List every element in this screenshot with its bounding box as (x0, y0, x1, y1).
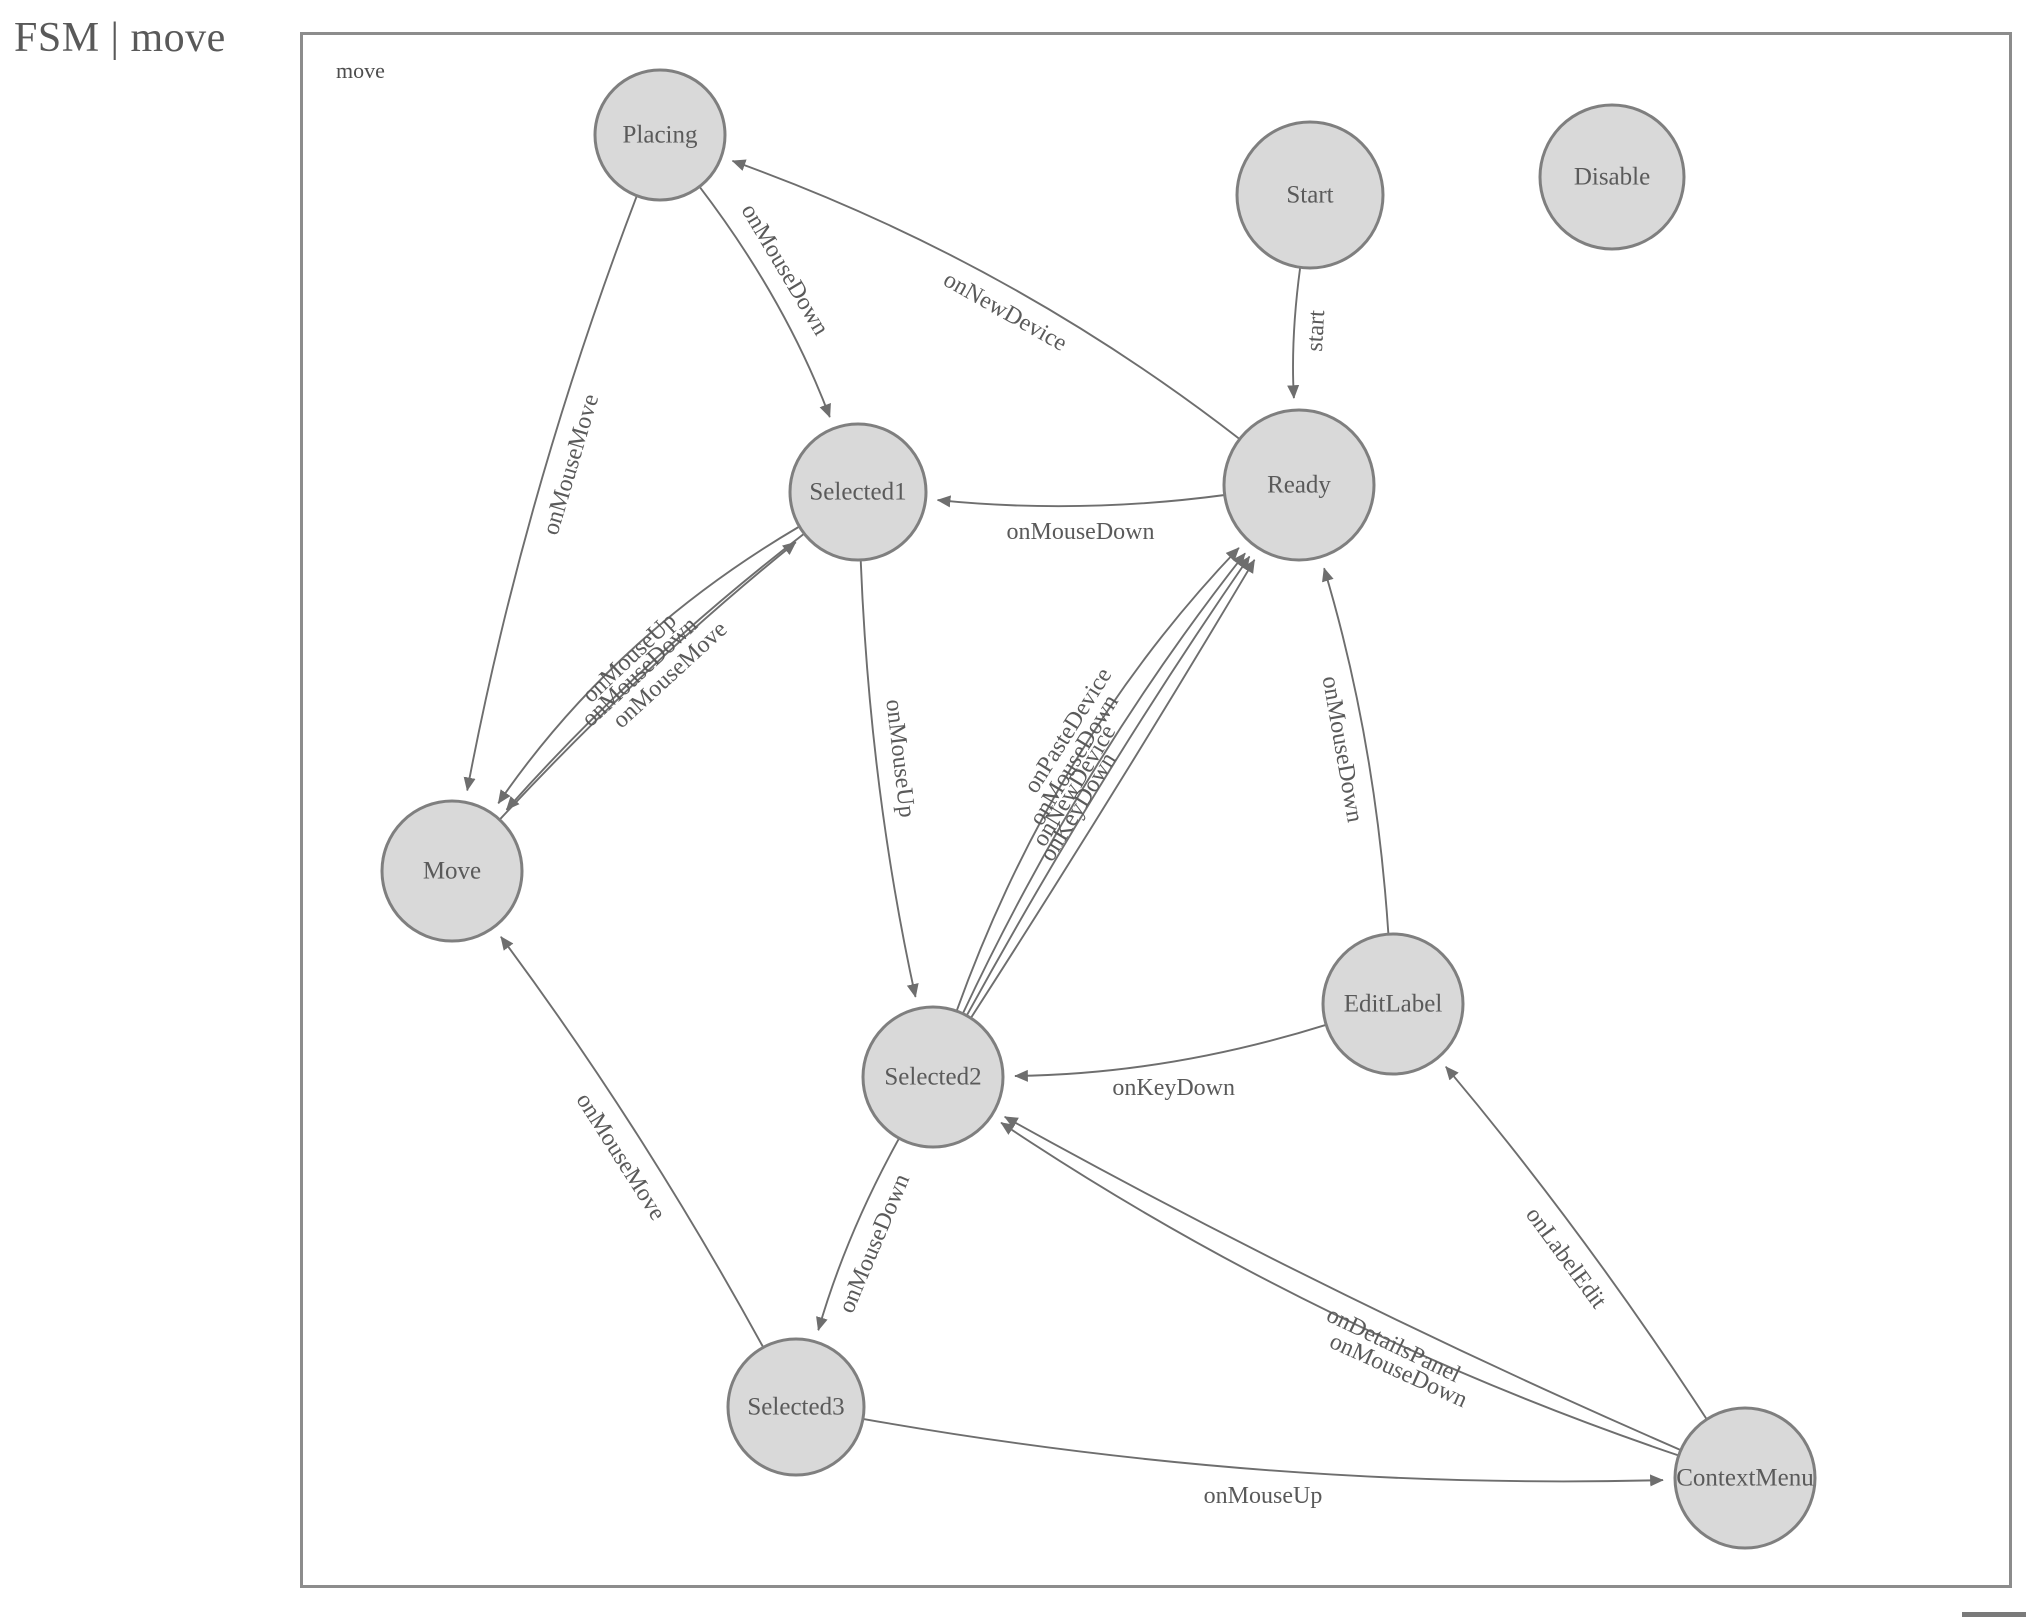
bottom-rule-decoration (1962, 1612, 2026, 1617)
state-node-selected3[interactable]: Selected3 (726, 1337, 866, 1477)
edge-ready-to-selected1 (936, 494, 1225, 508)
edge-label-onMouseDown: onMouseDown (834, 1170, 915, 1316)
edge-contextmenu-to-editlabel (1445, 1066, 1708, 1420)
edge-editlabel-to-ready (1322, 567, 1390, 935)
state-node-move[interactable]: Move (380, 799, 524, 943)
node-label-start: Start (1286, 182, 1333, 209)
node-shape-move[interactable] (380, 799, 524, 943)
state-node-start[interactable]: Start (1235, 120, 1385, 270)
node-label-ready: Ready (1267, 472, 1331, 499)
node-label-move: Move (423, 858, 481, 885)
state-node-selected1[interactable]: Selected1 (788, 422, 928, 562)
edge-label-onMouseDown: onMouseDown (1007, 519, 1155, 545)
edge-contextmenu-to-selected2 (1000, 1121, 1680, 1457)
edge-label-onMouseMove: onMouseMove (538, 391, 604, 538)
edge-placing-to-move (463, 195, 638, 792)
node-label-disable: Disable (1574, 164, 1650, 191)
edge-placing-to-selected1 (698, 186, 831, 418)
diagram-frame (300, 32, 2012, 1588)
node-label-placing: Placing (623, 122, 698, 149)
edge-selected1-to-selected2 (859, 559, 919, 998)
state-node-contextmenu[interactable]: ContextMenu (1673, 1406, 1817, 1550)
node-label-selected1: Selected1 (809, 479, 906, 506)
edge-layer (463, 159, 1708, 1487)
node-layer: Placing Start Disable Selected1 Ready Move Edi… (380, 68, 1817, 1550)
node-shape-start[interactable] (1235, 120, 1385, 270)
state-node-editlabel[interactable]: EditLabel (1321, 932, 1465, 1076)
edge-selected2-to-selected3 (816, 1137, 900, 1331)
cluster-label: move (336, 58, 385, 83)
page-title: FSM | move (14, 15, 226, 61)
edge-label-onKeyDown: onKeyDown (1112, 1075, 1235, 1101)
edge-selected3-to-move (500, 936, 765, 1348)
node-shape-selected3[interactable] (726, 1337, 866, 1477)
node-shape-contextmenu[interactable] (1673, 1406, 1817, 1550)
node-label-editlabel: EditLabel (1344, 991, 1443, 1018)
edge-selected2-to-ready (965, 555, 1251, 1017)
node-shape-selected2[interactable] (861, 1005, 1005, 1149)
state-node-placing[interactable]: Placing (593, 68, 727, 202)
edge-selected2-to-ready (961, 552, 1246, 1015)
edge-contextmenu-to-selected2 (1003, 1115, 1682, 1451)
node-shape-placing[interactable] (593, 68, 727, 202)
edge-label-onMouseDown: onMouseDown (1317, 674, 1368, 824)
node-label-selected2: Selected2 (884, 1064, 981, 1091)
edge-selected1-to-move (505, 532, 805, 811)
node-label-contextmenu: ContextMenu (1676, 1465, 1814, 1492)
state-node-ready[interactable]: Ready (1222, 408, 1376, 562)
edge-move-to-selected1 (498, 541, 797, 821)
edge-start-to-ready (1287, 267, 1302, 399)
node-shape-disable[interactable] (1538, 103, 1686, 251)
edge-selected1-to-move (497, 525, 800, 804)
edge-editlabel-to-selected2 (1014, 1023, 1327, 1082)
edge-label-onMouseUp: onMouseUp (1204, 1483, 1323, 1509)
node-label-selected3: Selected3 (747, 1394, 844, 1421)
edge-ready-to-placing (731, 159, 1241, 440)
edge-label-onMouseUp: onMouseUp (880, 698, 920, 819)
state-node-disable[interactable]: Disable (1538, 103, 1686, 251)
edge-selected2-to-ready (955, 547, 1240, 1012)
edge-selected2-to-ready (970, 559, 1256, 1019)
node-shape-editlabel[interactable] (1321, 932, 1465, 1076)
state-node-selected2[interactable]: Selected2 (861, 1005, 1005, 1149)
edge-selected3-to-contextmenu (862, 1417, 1664, 1487)
node-shape-ready[interactable] (1222, 408, 1376, 562)
node-shape-selected1[interactable] (788, 422, 928, 562)
edge-label-start: start (1302, 309, 1330, 352)
